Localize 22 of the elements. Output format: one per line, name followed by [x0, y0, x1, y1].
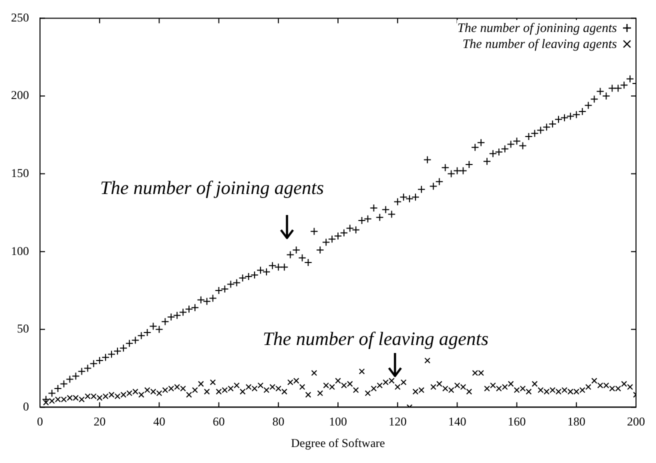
- x-tick-label: 40: [153, 414, 166, 429]
- legend-label: The number of jonining agents: [457, 20, 617, 36]
- y-tick-label: 150: [11, 166, 29, 180]
- y-tick-label: 50: [17, 322, 29, 336]
- x-tick-label: 120: [388, 414, 407, 429]
- x-tick-label: 60: [212, 414, 225, 429]
- annotation: The number of joining agents: [100, 178, 324, 200]
- x-tick-label: 20: [94, 414, 106, 429]
- annotation: The number of leaving agents: [262, 329, 489, 352]
- x-tick-label: 100: [329, 414, 347, 429]
- x-tick-label: 200: [627, 414, 645, 429]
- y-tick-label: 0: [23, 399, 29, 414]
- x-tick-label: 80: [272, 414, 284, 429]
- x-tick-label: 0: [37, 414, 43, 429]
- y-tick-label: 250: [11, 10, 29, 24]
- x-tick-label: 180: [567, 414, 586, 429]
- legend-label: The number of leaving agents: [462, 36, 617, 52]
- y-tick-label: 100: [11, 244, 29, 258]
- x-tick-label: 160: [508, 414, 526, 429]
- y-tick-label: 200: [11, 88, 29, 102]
- x-axis-title: Degree of Software: [291, 436, 385, 450]
- x-tick-label: 140: [448, 414, 466, 429]
